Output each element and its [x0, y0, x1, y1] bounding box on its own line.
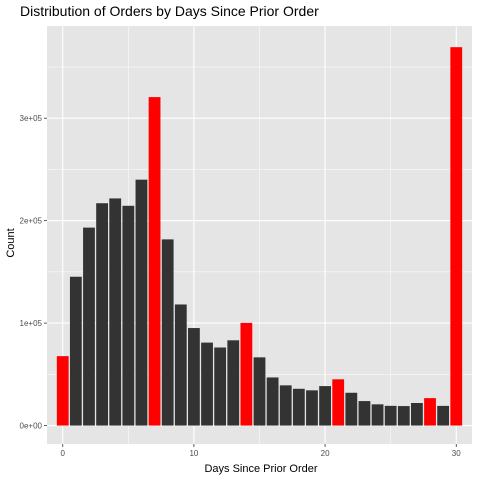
bar [358, 401, 371, 426]
bar [345, 392, 358, 426]
bar [371, 404, 384, 426]
bar [83, 227, 95, 426]
bar [397, 406, 410, 426]
bar [188, 328, 200, 426]
bar [135, 179, 148, 426]
x-tick-label: 20 [321, 449, 330, 458]
bar-highlight [450, 47, 463, 426]
y-axis: 0e+00 1e+05 2e+05 3e+05 [20, 114, 47, 431]
bar [266, 377, 279, 426]
bar-highlight [424, 398, 436, 426]
bar [279, 385, 292, 426]
y-tick-label: 1e+05 [20, 319, 43, 328]
bar [319, 386, 331, 426]
y-tick-label: 3e+05 [20, 114, 43, 123]
bar [174, 304, 187, 426]
x-tick-label: 30 [452, 449, 461, 458]
bar [411, 403, 423, 426]
bar [161, 239, 174, 426]
bar [96, 203, 108, 426]
y-tick-label: 2e+05 [20, 217, 43, 226]
bar [214, 347, 227, 426]
bar [122, 205, 135, 426]
bar [69, 276, 82, 426]
bar-highlight [240, 322, 253, 426]
bar-highlight [56, 356, 69, 426]
bar-highlight [148, 97, 161, 426]
bar [292, 388, 305, 426]
bar [437, 405, 450, 426]
bar [306, 390, 318, 426]
y-axis-title: Count [5, 228, 17, 257]
bar-highlight [332, 379, 345, 426]
x-tick-label: 0 [61, 449, 66, 458]
bar [201, 342, 213, 426]
bar [227, 340, 240, 426]
bar [109, 198, 122, 426]
chart-title: Distribution of Orders by Days Since Pri… [20, 3, 319, 19]
bars [56, 47, 463, 426]
x-tick-label: 10 [189, 449, 198, 458]
bar [384, 405, 397, 426]
y-tick-label: 0e+00 [20, 422, 43, 431]
bar [253, 357, 266, 426]
x-axis: 0 10 20 30 [61, 444, 461, 458]
x-axis-title: Days Since Prior Order [204, 463, 317, 475]
